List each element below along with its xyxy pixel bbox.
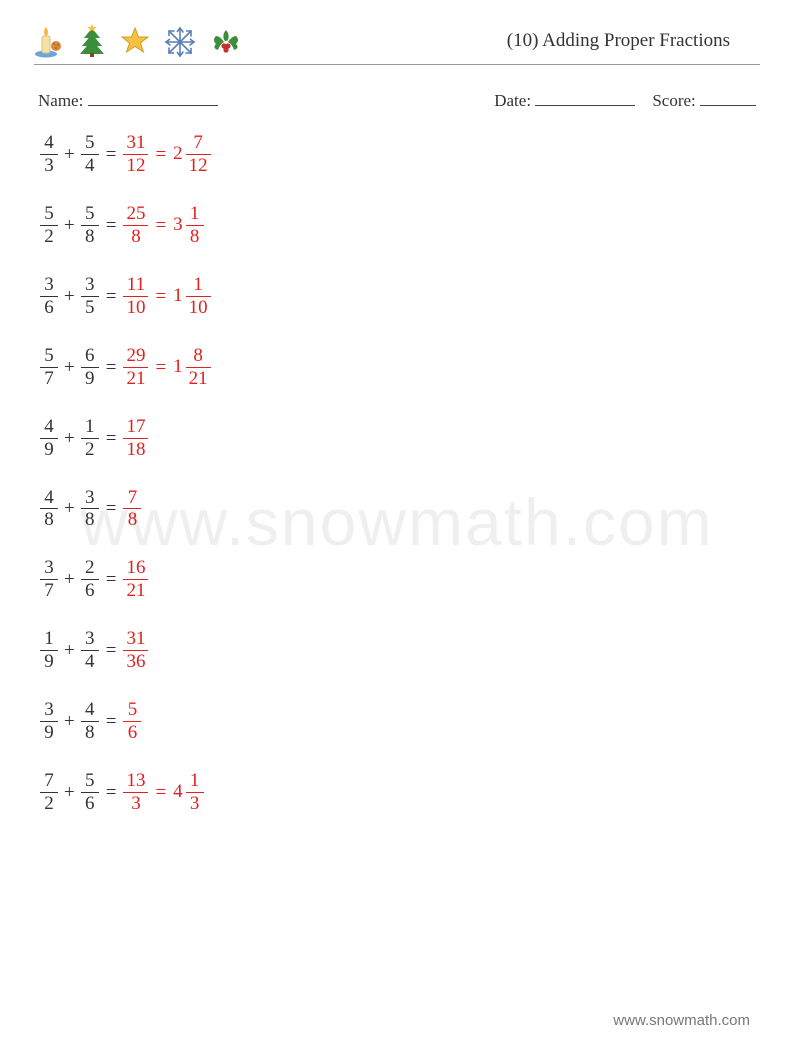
- worksheet-title: (10) Adding Proper Fractions: [507, 30, 760, 52]
- name-blank[interactable]: [88, 89, 218, 106]
- problems-list: 43+54=3112=2712 52+58=258=318 36+35=1110=1…: [40, 133, 760, 814]
- problem-row: 48+38=78: [40, 488, 760, 531]
- score-blank[interactable]: [700, 89, 756, 106]
- problem-row: 36+35=1110=1110: [40, 275, 760, 318]
- answer-fraction: 3136: [123, 629, 148, 672]
- answer-fraction: 1110: [123, 275, 148, 318]
- snowflake-icon: [164, 26, 196, 58]
- problem-row: 39+48=56: [40, 700, 760, 743]
- answer-fraction: 133: [123, 771, 148, 814]
- answer-fraction: 1718: [123, 417, 148, 460]
- problem-row: 37+26=1621: [40, 558, 760, 601]
- score-label: Score:: [652, 91, 695, 110]
- answer-fraction: 2921: [123, 346, 148, 389]
- problem-row: 72+56=133=413: [40, 771, 760, 814]
- holly-icon: [210, 26, 242, 58]
- answer-mixed: 1821: [173, 346, 211, 389]
- answer-mixed: 318: [173, 204, 204, 247]
- problem-row: 49+12=1718: [40, 417, 760, 460]
- tree-icon: [78, 24, 106, 58]
- date-label: Date:: [494, 91, 531, 110]
- problem-row: 43+54=3112=2712: [40, 133, 760, 176]
- answer-fraction: 78: [123, 488, 141, 531]
- name-label: Name:: [38, 91, 83, 110]
- answer-fraction: 56: [123, 700, 141, 743]
- problem-row: 57+69=2921=1821: [40, 346, 760, 389]
- answer-fraction: 258: [123, 204, 148, 247]
- name-field: Name:: [38, 89, 218, 111]
- problem-row: 52+58=258=318: [40, 204, 760, 247]
- problem-row: 19+34=3136: [40, 629, 760, 672]
- answer-mixed: 2712: [173, 133, 211, 176]
- meta-row: Name: Date: Score:: [34, 89, 760, 111]
- answer-mixed: 1110: [173, 275, 211, 318]
- answer-fraction: 1621: [123, 558, 148, 601]
- candle-icon: [34, 24, 64, 58]
- footer-link: www.snowmath.com: [613, 1012, 750, 1029]
- answer-mixed: 413: [173, 771, 204, 814]
- score-field: Score:: [652, 91, 756, 110]
- date-field: Date:: [494, 91, 639, 110]
- header-row: (10) Adding Proper Fractions: [34, 24, 760, 65]
- star-icon: [120, 26, 150, 58]
- header-icons: [34, 24, 242, 58]
- date-blank[interactable]: [535, 89, 635, 106]
- answer-fraction: 3112: [123, 133, 148, 176]
